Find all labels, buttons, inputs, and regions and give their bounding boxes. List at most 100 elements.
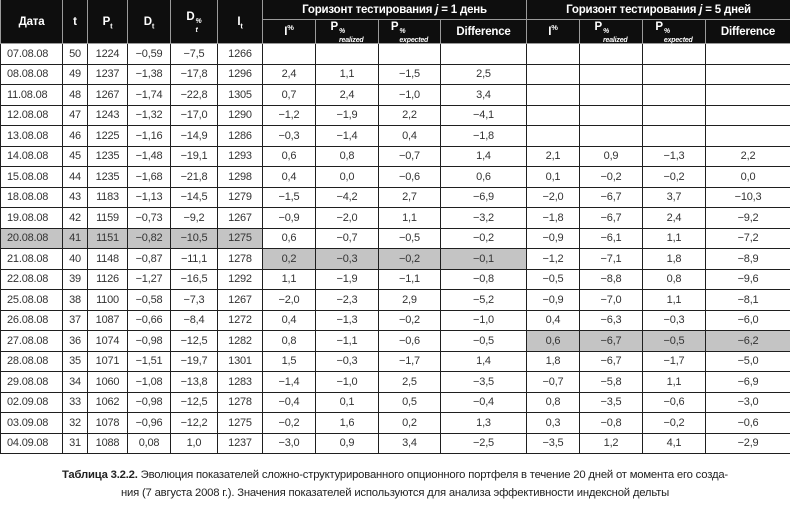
cell-date: 03.09.08 [0, 412, 63, 434]
cell-j5-difference [705, 63, 790, 85]
cell-delta: −0,98 [127, 391, 171, 413]
cell-j1-p-expected: −1,5 [378, 63, 441, 85]
cell-index: 1267 [217, 207, 263, 229]
cell-j5-p-realized: −7,1 [579, 248, 644, 270]
cell-j1-p-realized: −2,0 [315, 207, 379, 229]
cell-date: 11.08.08 [0, 84, 63, 106]
cell-j5-p-realized: −6,7 [579, 350, 644, 372]
table-body: 07.08.08 50 1224 −0,59 −7,5 1266 08.08.08 49 123… [0, 43, 790, 454]
cell-j1-p-expected: 3,4 [378, 432, 441, 454]
cell-delta-pct: −7,3 [170, 289, 218, 311]
cell-j1-p-expected: −0,7 [378, 145, 441, 167]
cell-t: 32 [62, 412, 88, 434]
table-row: 26.08.08 37 1087 −0,66 −8,4 1272 0,4 −1,3 −0,2 −1… [0, 309, 790, 331]
cell-j5-index-pct [526, 104, 581, 126]
cell-j1-difference: −0,8 [439, 268, 528, 290]
column-header-Pt: Pt [87, 0, 128, 44]
cell-j5-p-realized: 1,2 [579, 432, 644, 454]
cell-delta-pct: −21,8 [170, 166, 218, 188]
cell-t: 34 [62, 371, 88, 393]
cell-index: 1305 [217, 84, 263, 106]
cell-t: 50 [62, 43, 88, 65]
cell-date: 04.09.08 [0, 432, 63, 454]
cell-j1-difference: 1,4 [439, 145, 528, 167]
cell-date: 22.08.08 [0, 268, 63, 290]
table-row: 12.08.08 47 1243 −1,32 −17,0 1290 −1,2 −1,9 2,2−… [0, 104, 790, 126]
cell-j5-p-expected: 2,4 [642, 207, 707, 229]
cell-j5-p-expected [642, 84, 707, 106]
cell-j5-p-expected: −0,2 [642, 166, 707, 188]
cell-t: 42 [62, 207, 88, 229]
cell-date: 25.08.08 [0, 289, 63, 311]
cell-j1-p-realized: −0,3 [315, 350, 379, 372]
table-caption-number: Таблица 3.2.2. [62, 469, 138, 481]
cell-j5-p-expected: −1,3 [642, 145, 707, 167]
cell-delta: −0,96 [127, 412, 171, 434]
cell-j5-p-realized: −6,7 [579, 207, 644, 229]
table-row: 28.08.08 35 1071 −1,51 −19,7 1301 1,5 −0,3 −1,7 1… [0, 350, 790, 372]
cell-j1-index-pct [262, 43, 316, 65]
cell-j1-p-expected: −0,5 [378, 227, 441, 249]
cell-delta-pct: −13,8 [170, 371, 218, 393]
cell-j5-index-pct: −0,7 [526, 371, 581, 393]
cell-j5-difference: 0,0 [705, 166, 790, 188]
table-row: 15.08.08 44 1235 −1,68 −21,8 1298 0,4 0,0 −0,6 0,… [0, 166, 790, 188]
cell-j1-p-expected: 1,1 [378, 207, 441, 229]
cell-delta: 0,08 [127, 432, 171, 454]
cell-j5-index-pct [526, 84, 581, 106]
cell-j1-p-realized: 1,1 [315, 63, 379, 85]
cell-delta-pct: −22,8 [170, 84, 218, 106]
cell-date: 28.08.08 [0, 350, 63, 372]
cell-j1-difference [439, 43, 528, 65]
cell-delta-pct: −12,5 [170, 391, 218, 413]
cell-j1-difference: −3,5 [439, 371, 528, 393]
column-header-Dt: Dt [127, 0, 171, 44]
cell-delta-pct: −14,5 [170, 186, 218, 208]
cell-j5-p-realized [579, 125, 644, 147]
cell-j5-difference: 2,2 [705, 145, 790, 167]
cell-delta-pct: −17,0 [170, 104, 218, 126]
cell-j5-difference: −5,0 [705, 350, 790, 372]
cell-j5-index-pct: −1,2 [526, 248, 581, 270]
cell-price: 1071 [87, 350, 128, 372]
cell-j5-p-realized: −6,7 [579, 186, 644, 208]
cell-j5-p-expected: 3,7 [642, 186, 707, 208]
cell-j5-index-pct: 0,1 [526, 166, 581, 188]
sub-header-pexpected-pct-j1: P% expected [378, 19, 441, 44]
cell-j5-index-pct [526, 43, 581, 65]
cell-j1-p-realized: −1,4 [315, 125, 379, 147]
cell-j1-index-pct: −1,4 [262, 371, 316, 393]
cell-delta-pct: −11,1 [170, 248, 218, 270]
sub-header-prealized-pct-j1: P% realized [315, 19, 379, 44]
cell-j1-index-pct: −0,3 [262, 125, 316, 147]
sub-header-difference-j1: Difference [439, 19, 528, 44]
cell-delta-pct: −14,9 [170, 125, 218, 147]
cell-j1-index-pct: 1,5 [262, 350, 316, 372]
cell-index: 1292 [217, 268, 263, 290]
cell-j1-index-pct: 0,4 [262, 309, 316, 331]
cell-delta-pct: −17,8 [170, 63, 218, 85]
cell-date: 27.08.08 [0, 330, 63, 352]
cell-j5-difference [705, 43, 790, 65]
sub-header-prealized-pct-j5: P% realized [579, 19, 644, 44]
cell-j1-index-pct: 0,8 [262, 330, 316, 352]
cell-price: 1151 [87, 227, 128, 249]
cell-t: 47 [62, 104, 88, 126]
cell-t: 36 [62, 330, 88, 352]
cell-j5-difference: −9,6 [705, 268, 790, 290]
cell-j5-difference [705, 125, 790, 147]
cell-delta: −1,13 [127, 186, 171, 208]
cell-delta-pct: −10,5 [170, 227, 218, 249]
cell-j5-difference [705, 84, 790, 106]
cell-j5-difference: −9,2 [705, 207, 790, 229]
group-header-horizon-1-day: Горизонт тестирования j = 1 день [261, 0, 528, 20]
cell-j1-p-expected: −0,6 [378, 166, 441, 188]
cell-t: 46 [62, 125, 88, 147]
cell-j5-index-pct [526, 125, 581, 147]
cell-delta: −0,98 [127, 330, 171, 352]
table-row: 02.09.08 33 1062 −0,98 −12,5 1278 −0,4 0,1 0,5 −0… [0, 391, 790, 413]
cell-delta-pct: −16,5 [170, 268, 218, 290]
column-header-D%t: D% t [170, 0, 218, 44]
cell-date: 12.08.08 [0, 104, 63, 126]
